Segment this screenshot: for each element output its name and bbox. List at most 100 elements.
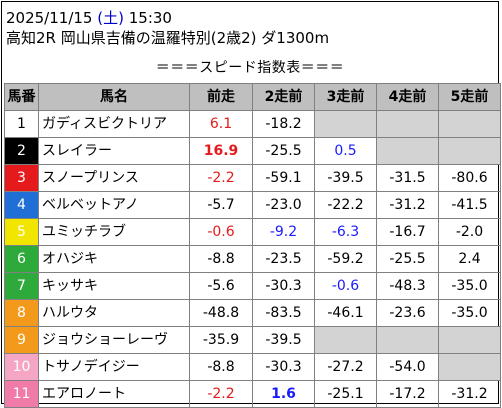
speed-index-cell: 6.1 [189, 110, 253, 138]
speed-index-cell: -31.5 [376, 164, 439, 192]
horse-number-cell: 3 [4, 164, 39, 192]
column-header-horse-name: 馬名 [38, 83, 190, 111]
speed-index-cell: -80.6 [438, 164, 501, 192]
speed-index-cell: -18.2 [252, 110, 315, 138]
table-row: 7 キッサキ -5.6 -30.3 -0.6 -48.3 -35.0 [4, 272, 501, 300]
horse-number-cell: 9 [4, 326, 39, 354]
horse-name-cell: ベルベットアノ [38, 191, 190, 219]
table-row: 10 トサノデイジー -8.8 -30.3 -27.2 -54.0 [4, 353, 501, 381]
horse-name-cell: キッサキ [38, 272, 190, 300]
table-row: 4 ベルベットアノ -5.7 -23.0 -22.2 -31.2 -41.5 [4, 191, 501, 219]
speed-index-cell: 16.9 [189, 137, 253, 165]
horse-number-cell: 4 [4, 191, 39, 219]
speed-index-cell: -5.7 [189, 191, 253, 219]
speed-index-cell: -31.2 [438, 380, 501, 408]
speed-index-cell: -35.9 [189, 326, 253, 354]
speed-index-cell: -25.5 [252, 137, 315, 165]
speed-index-cell [438, 326, 501, 354]
speed-index-cell: -30.3 [252, 272, 315, 300]
horse-name-cell: オハジキ [38, 245, 190, 273]
horse-number-cell: 7 [4, 272, 39, 300]
speed-index-cell: -27.2 [314, 353, 377, 381]
speed-index-cell: -39.5 [252, 326, 315, 354]
speed-index-cell: -59.2 [314, 245, 377, 273]
speed-index-cell: -23.6 [376, 299, 439, 327]
horse-number-cell: 11 [4, 380, 39, 408]
speed-index-cell: -22.2 [314, 191, 377, 219]
speed-index-cell: -0.6 [189, 218, 253, 246]
horse-name-cell: トサノデイジー [38, 353, 190, 381]
speed-index-cell: -59.1 [252, 164, 315, 192]
speed-index-cell: -2.2 [189, 164, 253, 192]
horse-number-cell: 6 [4, 245, 39, 273]
column-header-4-races-ago: 4走前 [376, 83, 439, 111]
speed-index-cell: -83.5 [252, 299, 315, 327]
speed-index-table: 馬番 馬名 前走 2走前 3走前 4走前 5走前 1 ガディスビクトリア 6.1 -1… [4, 83, 501, 408]
speed-index-cell: -35.0 [438, 299, 501, 327]
speed-index-cell: -16.7 [376, 218, 439, 246]
speed-index-cell [376, 326, 439, 354]
column-header-number: 馬番 [4, 83, 39, 111]
speed-index-cell: -2.2 [189, 380, 253, 408]
table-row: 5 ユミッチラブ -0.6 -9.2 -6.3 -16.7 -2.0 [4, 218, 501, 246]
table-row: 11 エアロノート -2.2 1.6 -25.1 -17.2 -31.2 [4, 380, 501, 408]
column-header-last-race: 前走 [189, 83, 253, 111]
horse-name-cell: ユミッチラブ [38, 218, 190, 246]
table-subtitle: ＝＝＝スピード指数表＝＝＝ [155, 60, 345, 76]
speed-index-cell: -9.2 [252, 218, 315, 246]
speed-index-cell: -25.1 [314, 380, 377, 408]
speed-index-cell [376, 110, 439, 138]
horse-name-cell: エアロノート [38, 380, 190, 408]
horse-name-cell: ハルウタ [38, 299, 190, 327]
speed-index-cell [314, 326, 377, 354]
speed-index-cell: 1.6 [252, 380, 315, 408]
speed-index-cell: 0.5 [314, 137, 377, 165]
column-header-3-races-ago: 3走前 [314, 83, 377, 111]
horse-name-cell: ガディスビクトリア [38, 110, 190, 138]
speed-index-cell: -54.0 [376, 353, 439, 381]
speed-index-cell: -31.2 [376, 191, 439, 219]
speed-index-cell: -46.1 [314, 299, 377, 327]
table-row: 3 スノープリンス -2.2 -59.1 -39.5 -31.5 -80.6 [4, 164, 501, 192]
horse-name-cell: ジョウショーレーヴ [38, 326, 190, 354]
table-row: 1 ガディスビクトリア 6.1 -18.2 [4, 110, 501, 138]
speed-index-cell: -23.5 [252, 245, 315, 273]
speed-index-cell [438, 137, 501, 165]
race-date: 2025/11/15 [6, 9, 93, 27]
column-header-5-races-ago: 5走前 [438, 83, 501, 111]
column-header-2-races-ago: 2走前 [252, 83, 315, 111]
speed-index-cell [376, 137, 439, 165]
race-day-of-week: (土) [97, 9, 124, 27]
horse-number-cell: 10 [4, 353, 39, 381]
speed-index-cell [314, 110, 377, 138]
table-body: 1 ガディスビクトリア 6.1 -18.2 2 スレイラー 16.9 -25.5 0.5 3 スノー… [4, 110, 501, 408]
table-row: 9 ジョウショーレーヴ -35.9 -39.5 [4, 326, 501, 354]
race-title: 高知2R 岡山県吉備の温羅特別(2歳2) ダ1300m [6, 29, 330, 47]
table-row: 2 スレイラー 16.9 -25.5 0.5 [4, 137, 501, 165]
horse-number-cell: 8 [4, 299, 39, 327]
speed-index-cell: -30.3 [252, 353, 315, 381]
speed-index-cell: -39.5 [314, 164, 377, 192]
speed-index-cell: -8.8 [189, 245, 253, 273]
speed-index-cell [438, 110, 501, 138]
horse-name-cell: スレイラー [38, 137, 190, 165]
race-time: 15:30 [128, 9, 172, 27]
horse-number-cell: 1 [4, 110, 39, 138]
speed-index-cell [438, 353, 501, 381]
speed-index-cell: -17.2 [376, 380, 439, 408]
table-row: 8 ハルウタ -48.8 -83.5 -46.1 -23.6 -35.0 [4, 299, 501, 327]
speed-index-cell: -41.5 [438, 191, 501, 219]
race-datetime: 2025/11/15 (土) 15:30 [6, 8, 496, 28]
speed-index-cell: -6.3 [314, 218, 377, 246]
speed-index-cell: -2.0 [438, 218, 501, 246]
speed-index-cell: -5.6 [189, 272, 253, 300]
speed-index-cell: -25.5 [376, 245, 439, 273]
speed-index-cell: -0.6 [314, 272, 377, 300]
speed-index-cell: -23.0 [252, 191, 315, 219]
speed-index-cell: -48.3 [376, 272, 439, 300]
table-header-row: 馬番 馬名 前走 2走前 3走前 4走前 5走前 [4, 83, 501, 111]
speed-index-cell: -35.0 [438, 272, 501, 300]
horse-name-cell: スノープリンス [38, 164, 190, 192]
speed-index-cell: 2.4 [438, 245, 501, 273]
